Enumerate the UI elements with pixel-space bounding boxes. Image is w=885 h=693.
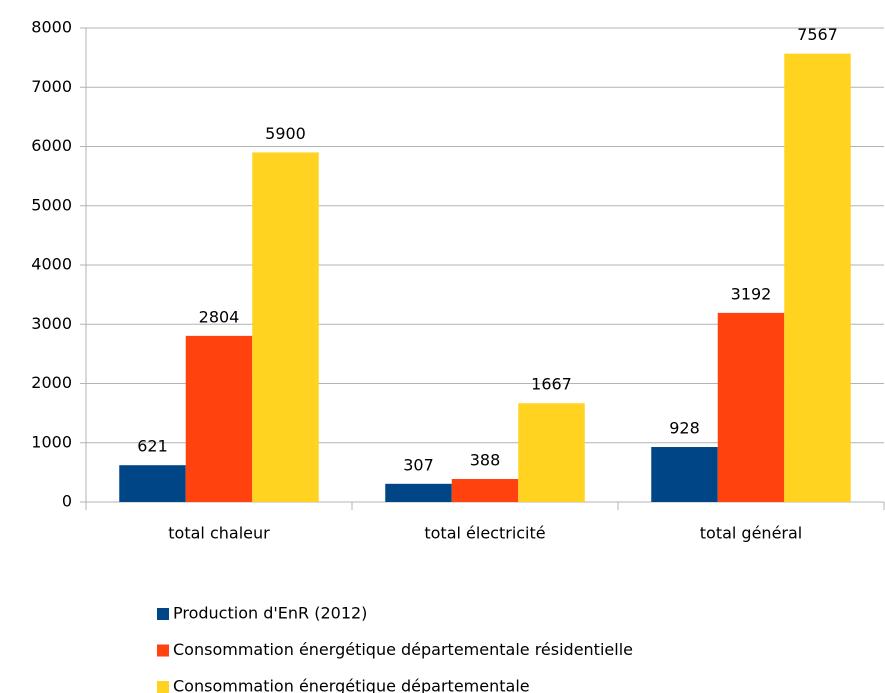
legend-swatch xyxy=(157,681,169,693)
legend-label: Production d'EnR (2012) xyxy=(173,604,367,623)
legend-swatch xyxy=(157,644,169,657)
y-tick-label: 3000 xyxy=(31,314,72,333)
x-tick-label: total général xyxy=(700,524,802,543)
y-tick-label: 0 xyxy=(62,492,72,511)
bar xyxy=(518,403,585,502)
legend-label: Consommation énergétique départementale xyxy=(173,677,530,693)
data-label: 307 xyxy=(403,455,434,474)
y-tick-label: 1000 xyxy=(31,432,72,451)
y-tick-label: 7000 xyxy=(31,77,72,96)
y-tick-label: 8000 xyxy=(31,18,72,37)
legend-label: Consommation énergétique départementale … xyxy=(173,640,633,659)
legend-swatch xyxy=(157,608,169,620)
bar xyxy=(784,53,851,503)
data-label: 388 xyxy=(470,451,501,470)
bar xyxy=(119,465,186,502)
data-label: 5900 xyxy=(265,124,306,143)
bar xyxy=(651,447,718,502)
y-tick-label: 4000 xyxy=(31,255,72,274)
data-label: 3192 xyxy=(731,284,772,303)
x-tick-label: total électricité xyxy=(424,524,545,543)
data-label: 2804 xyxy=(199,307,240,326)
bar xyxy=(385,483,452,502)
bar xyxy=(252,152,319,503)
data-label: 7567 xyxy=(797,25,838,44)
y-tick-label: 2000 xyxy=(31,373,72,392)
y-tick-label: 6000 xyxy=(31,136,72,155)
data-label: 1667 xyxy=(531,375,572,394)
data-label: 621 xyxy=(137,437,168,456)
bar xyxy=(717,312,785,502)
x-tick-label: total chaleur xyxy=(168,524,270,543)
bar xyxy=(451,479,519,502)
bar xyxy=(185,335,253,502)
data-label: 928 xyxy=(669,419,700,438)
y-tick-label: 5000 xyxy=(31,195,72,214)
